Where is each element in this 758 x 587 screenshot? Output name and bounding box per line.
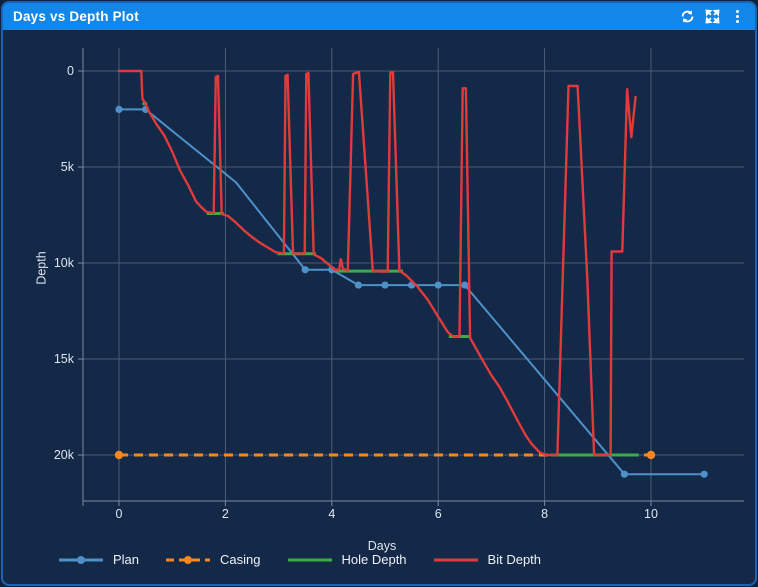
chart-legend: Plan Casing Hole Depth Bit Depth xyxy=(58,552,541,567)
titlebar-actions xyxy=(679,9,745,25)
plan-marker xyxy=(354,281,362,289)
plan-marker xyxy=(700,470,708,478)
casing-marker xyxy=(646,450,656,460)
legend-item-hole[interactable]: Hole Depth xyxy=(287,552,407,567)
y-tick-label: 20k xyxy=(54,448,75,462)
plan-marker xyxy=(301,266,309,274)
panel-titlebar: Days vs Depth Plot xyxy=(3,3,755,30)
panel-title: Days vs Depth Plot xyxy=(13,9,139,24)
casing-marker xyxy=(114,450,124,460)
legend-swatch-casing xyxy=(166,555,211,564)
plan-marker xyxy=(461,281,469,289)
y-tick-label: 15k xyxy=(54,352,75,366)
legend-item-bit[interactable]: Bit Depth xyxy=(433,552,541,567)
legend-swatch-bit xyxy=(433,558,478,561)
legend-swatch-hole xyxy=(287,558,332,561)
x-tick-label: 10 xyxy=(644,507,658,521)
plan-marker xyxy=(115,105,123,113)
x-tick-label: 8 xyxy=(541,507,548,521)
y-tick-label: 10k xyxy=(54,256,75,270)
plan-line xyxy=(119,108,705,476)
x-tick-label: 6 xyxy=(435,507,442,521)
x-tick-label: 2 xyxy=(222,507,229,521)
plan-marker xyxy=(434,281,442,289)
x-tick-label: 4 xyxy=(328,507,335,521)
refresh-icon[interactable] xyxy=(679,9,695,25)
kebab-menu-icon[interactable] xyxy=(729,9,745,25)
legend-item-casing[interactable]: Casing xyxy=(165,552,261,567)
plan-marker xyxy=(620,470,629,478)
y-tick-label: 5k xyxy=(61,160,75,174)
x-axis-title: Days xyxy=(367,539,397,553)
legend-label: Plan xyxy=(113,552,140,567)
plan-marker xyxy=(381,281,389,289)
days-vs-depth-chart: 0 2 4 6 8 10 0 5k 10k 15k 20k xyxy=(54,48,744,521)
y-axis-title: Depth xyxy=(34,251,49,285)
x-tick-label: 0 xyxy=(116,507,123,521)
fullscreen-icon[interactable] xyxy=(704,9,720,25)
legend-label: Bit Depth xyxy=(487,552,542,567)
legend-label: Casing xyxy=(220,552,261,567)
legend-swatch-plan xyxy=(59,555,103,564)
y-tick-label: 0 xyxy=(67,64,74,78)
legend-label: Hole Depth xyxy=(341,552,407,567)
legend-item-plan[interactable]: Plan xyxy=(58,552,139,567)
bit-depth-line xyxy=(117,69,637,457)
chart-area: 0 2 4 6 8 10 0 5k 10k 15k 20k Depth Days Plan Casin… xyxy=(3,30,755,584)
